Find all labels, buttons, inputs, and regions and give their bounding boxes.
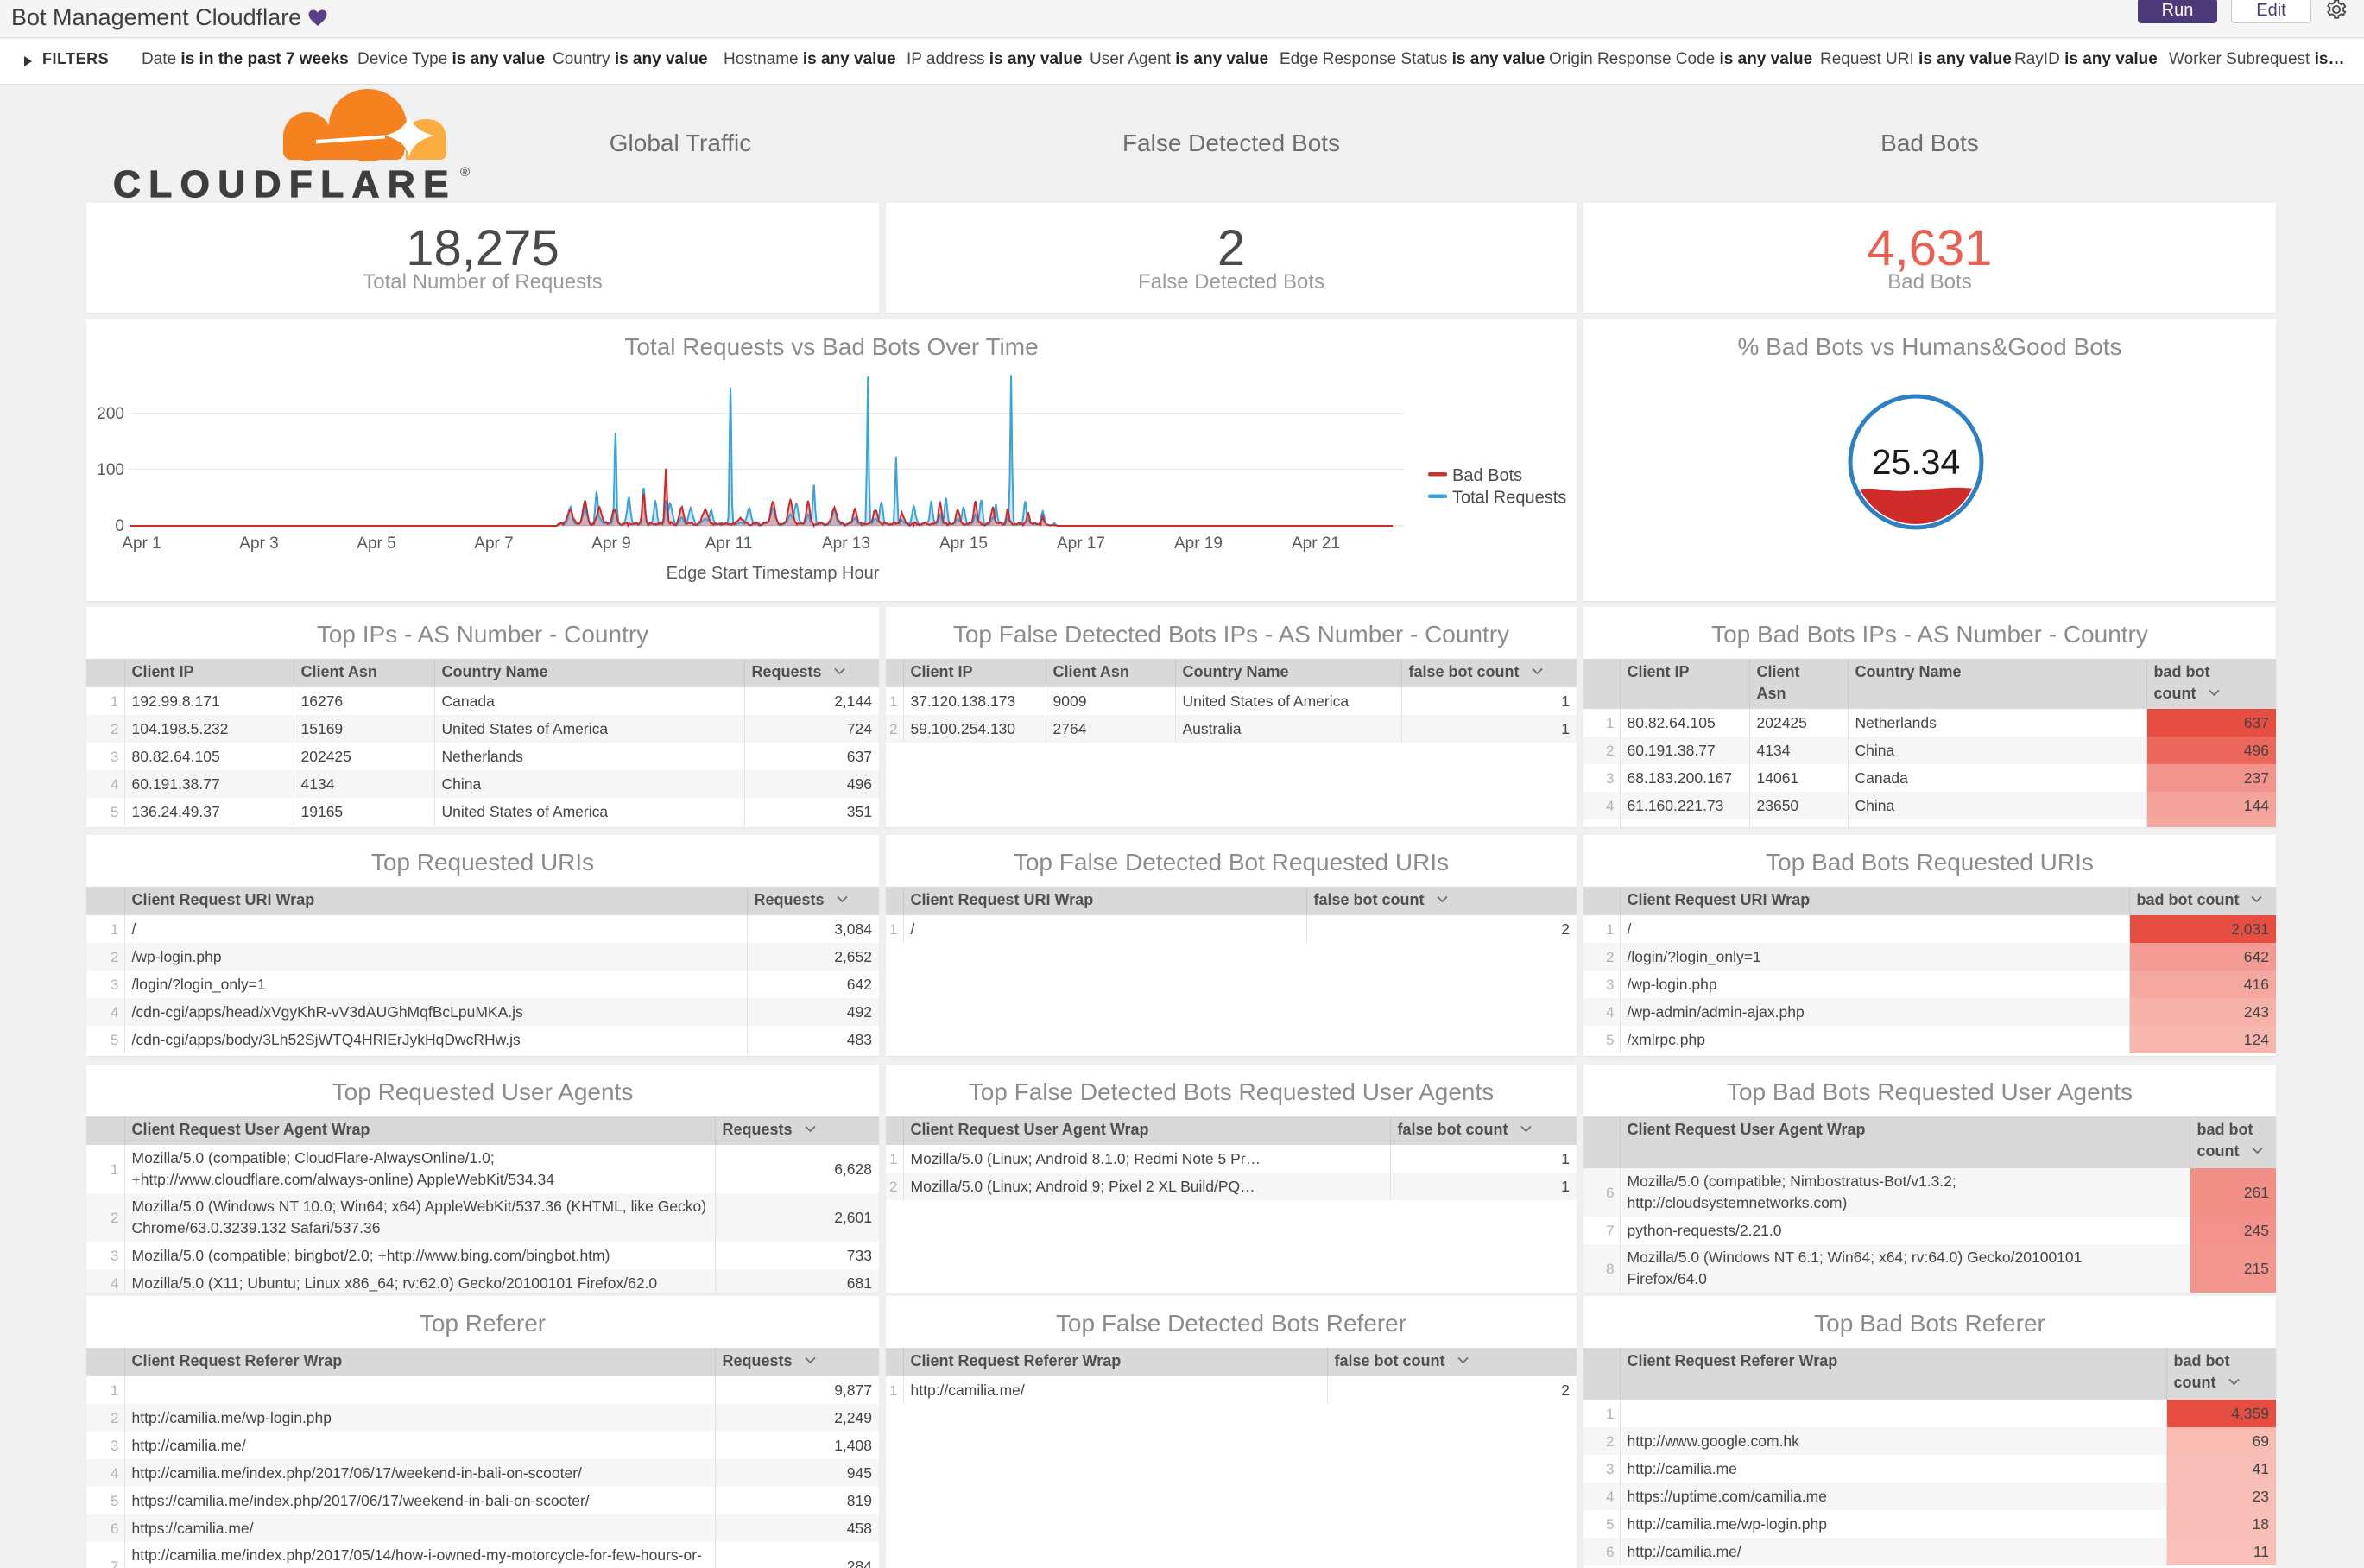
svg-text:Apr 11: Apr 11 (705, 534, 753, 553)
svg-text:Apr 9: Apr 9 (591, 534, 630, 553)
svg-text:100: 100 (97, 461, 124, 479)
svg-text:Apr 17: Apr 17 (1057, 534, 1105, 553)
svg-text:Apr 21: Apr 21 (1292, 534, 1340, 553)
svg-text:Apr 19: Apr 19 (1174, 534, 1223, 553)
svg-text:Apr 13: Apr 13 (822, 534, 870, 553)
svg-text:Edge Start Timestamp Hour: Edge Start Timestamp Hour (667, 564, 880, 583)
svg-text:0: 0 (115, 517, 124, 535)
svg-text:Apr 1: Apr 1 (122, 534, 161, 553)
svg-text:Apr 5: Apr 5 (357, 534, 395, 553)
svg-text:Bad Bots: Bad Bots (1452, 466, 1522, 485)
svg-text:®: ® (460, 165, 470, 180)
svg-text:Total Requests: Total Requests (1452, 489, 1566, 508)
svg-text:Apr 15: Apr 15 (939, 534, 988, 553)
svg-text:CLOUDFLARE: CLOUDFLARE (113, 163, 457, 203)
svg-text:Apr 3: Apr 3 (239, 534, 278, 553)
svg-text:Apr 7: Apr 7 (474, 534, 513, 553)
svg-text:200: 200 (97, 405, 124, 423)
svg-text:25.34: 25.34 (1872, 442, 1961, 482)
svg-text:Total Requests vs Bad Bots Ove: Total Requests vs Bad Bots Over Time (624, 333, 1038, 360)
